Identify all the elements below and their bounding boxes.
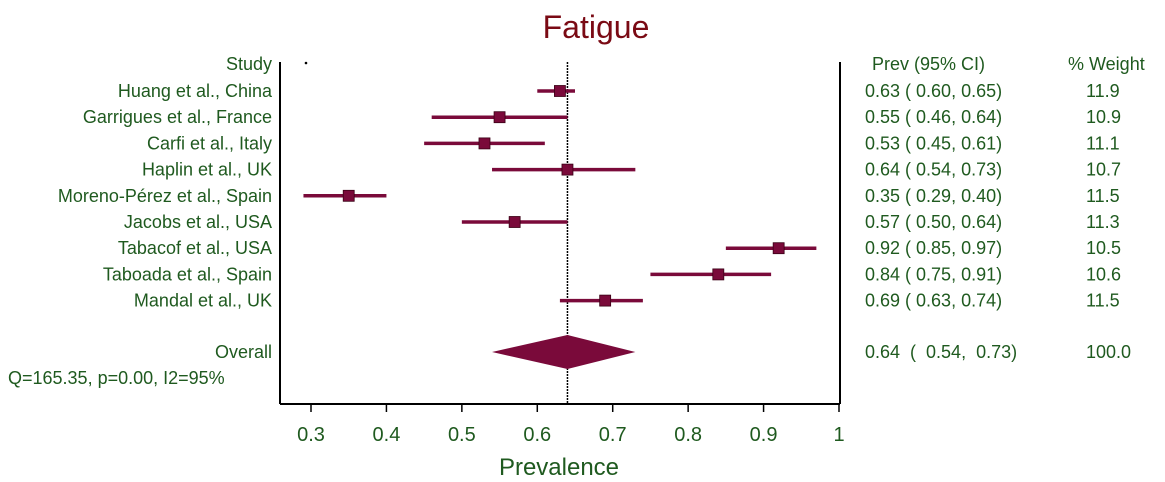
- study-label-7: Taboada et al., Spain: [103, 264, 272, 284]
- overall-diamond: [492, 335, 636, 369]
- heterogeneity-stats: Q=165.35, p=0.00, I2=95%: [8, 368, 225, 388]
- point-marker-1: [493, 111, 506, 124]
- x-tick-label-0: 0.3: [297, 424, 325, 446]
- study-label-8: Mandal et al., UK: [134, 291, 272, 311]
- ci-text-1: 0.55 ( 0.46, 0.64): [865, 107, 1002, 127]
- x-tick-label-1: 0.4: [373, 424, 401, 446]
- x-tick-label-6: 0.9: [750, 424, 778, 446]
- study-label-1: Garrigues et al., France: [83, 107, 272, 127]
- overall-ci-text: 0.64 ( 0.54, 0.73): [865, 342, 1017, 362]
- weight-text-3: 10.7: [1086, 160, 1121, 180]
- point-marker-4: [342, 189, 355, 202]
- x-tick-label-2: 0.5: [448, 424, 476, 446]
- chart-title: Fatigue: [543, 9, 650, 45]
- x-axis-label: Prevalence: [499, 454, 619, 481]
- study-label-5: Jacobs et al., USA: [124, 212, 272, 232]
- point-marker-2: [478, 137, 491, 150]
- weight-text-0: 11.9: [1086, 81, 1120, 101]
- origin-dot: [304, 61, 308, 65]
- study-label-2: Carfi et al., Italy: [147, 133, 272, 153]
- point-marker-6: [772, 242, 785, 255]
- ci-text-7: 0.84 ( 0.75, 0.91): [865, 264, 1002, 284]
- weight-column-header: % Weight: [1068, 54, 1145, 74]
- weight-text-7: 10.6: [1086, 264, 1121, 284]
- study-label-0: Huang et al., China: [118, 81, 273, 101]
- ci-text-3: 0.64 ( 0.54, 0.73): [865, 160, 1002, 180]
- x-tick-label-5: 0.8: [674, 424, 702, 446]
- weight-text-5: 11.3: [1086, 212, 1120, 232]
- point-marker-5: [508, 216, 521, 228]
- ci-text-0: 0.63 ( 0.60, 0.65): [865, 81, 1002, 101]
- point-marker-7: [712, 268, 725, 281]
- weight-text-6: 10.5: [1086, 238, 1121, 258]
- x-tick-label-7: 1: [833, 424, 844, 446]
- ci-text-5: 0.57 ( 0.50, 0.64): [865, 212, 1002, 232]
- weight-text-8: 11.5: [1086, 291, 1120, 311]
- overall-label: Overall: [215, 342, 272, 362]
- study-column-header: Study: [226, 54, 272, 74]
- point-marker-0: [554, 85, 566, 97]
- study-label-6: Tabacof et al., USA: [118, 238, 272, 258]
- x-tick-label-3: 0.6: [523, 424, 551, 446]
- point-marker-3: [561, 163, 574, 176]
- weight-text-1: 10.9: [1086, 107, 1121, 127]
- overall-weight-text: 100.0: [1086, 342, 1131, 362]
- ci-column-header: Prev (95% CI): [872, 54, 985, 74]
- x-tick-label-4: 0.7: [599, 424, 627, 446]
- study-label-4: Moreno-Pérez et al., Spain: [58, 186, 272, 206]
- study-label-3: Haplin et al., UK: [142, 160, 272, 180]
- point-marker-8: [599, 294, 612, 307]
- ci-text-2: 0.53 ( 0.45, 0.61): [865, 133, 1002, 153]
- weight-text-2: 11.1: [1086, 133, 1120, 153]
- ci-text-6: 0.92 ( 0.85, 0.97): [865, 238, 1002, 258]
- ci-text-8: 0.69 ( 0.63, 0.74): [865, 291, 1002, 311]
- ci-text-4: 0.35 ( 0.29, 0.40): [865, 186, 1002, 206]
- weight-text-4: 11.5: [1086, 186, 1120, 206]
